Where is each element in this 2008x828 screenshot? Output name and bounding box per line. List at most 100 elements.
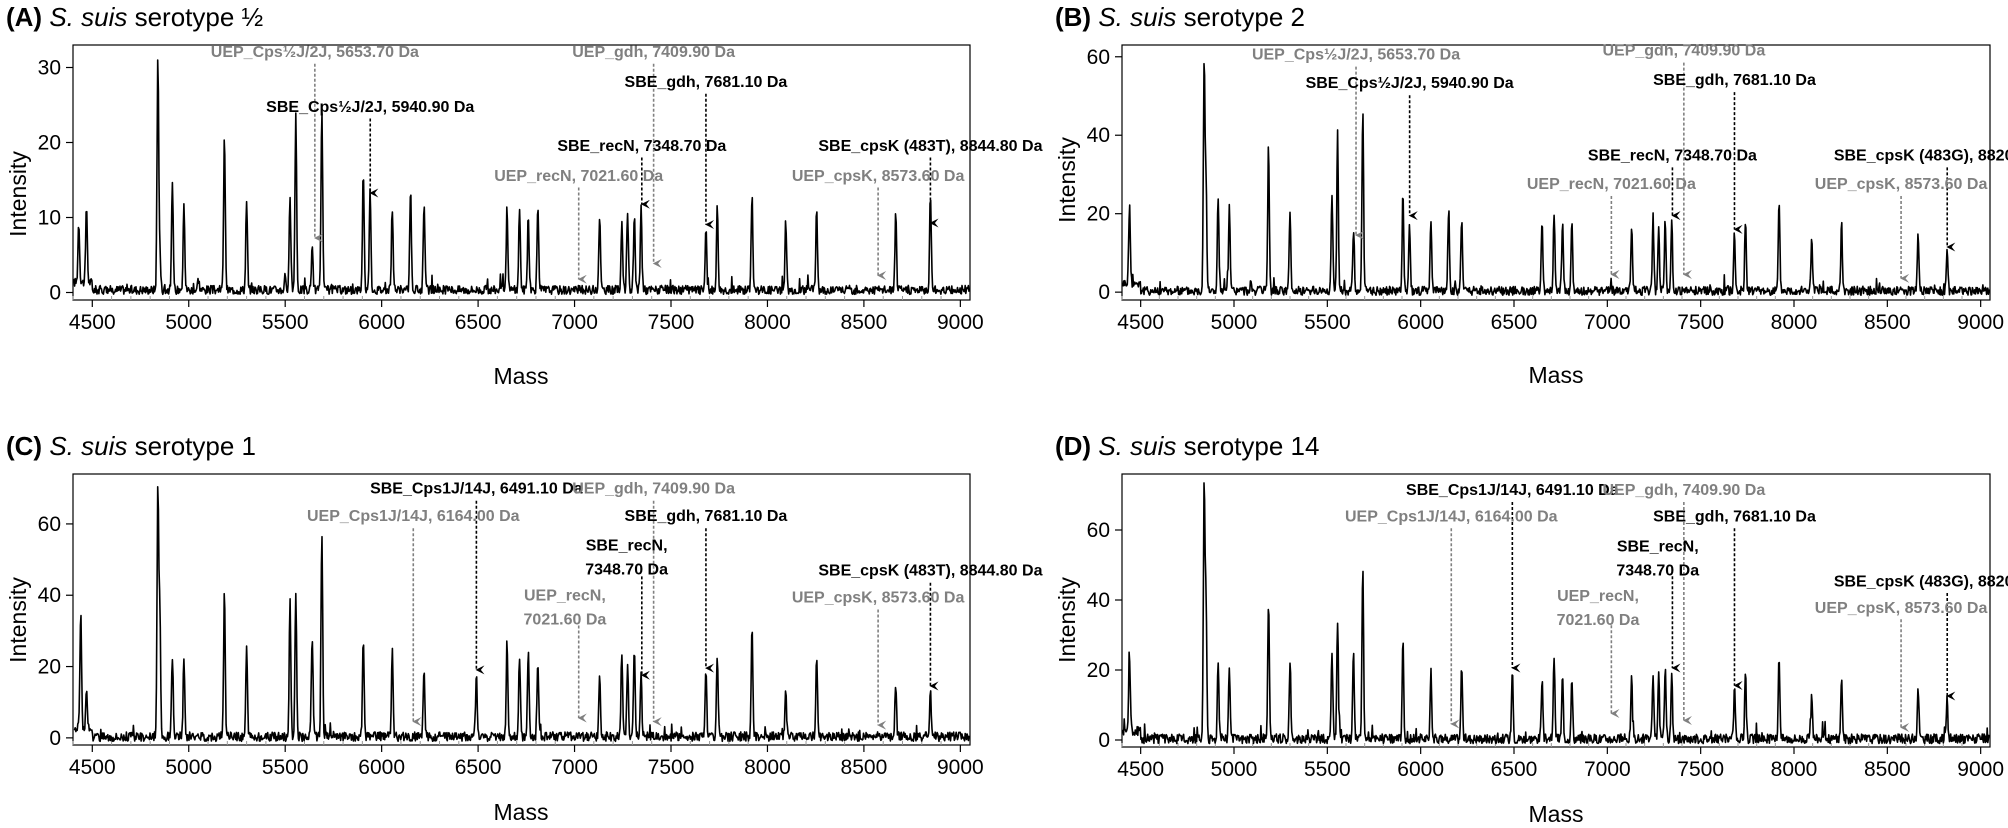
panel-a: (A) S. suis serotype ½ Intensity Mass 45…: [5, 2, 1043, 389]
panel-b-xtick-label: 5500: [1304, 311, 1351, 334]
panel-d-ytick-label: 60: [1087, 519, 1110, 542]
panel-c-letter: (C): [6, 431, 42, 461]
panel-a-plot-frame: [72, 44, 971, 301]
panel-d-ytick-label: 20: [1087, 659, 1110, 682]
panel-c-uep-label: 7021.60 Da: [524, 611, 607, 628]
panel-a-ytick-label: 30: [38, 57, 61, 80]
panel-c-ytick-label: 20: [38, 656, 61, 679]
panel-b-sbe-label: SBE_recN, 7348.70 Da: [1588, 147, 1757, 164]
panel-d-xlabel: Mass: [1529, 801, 1584, 827]
panel-b-xtick-label: 8000: [1771, 311, 1818, 334]
panel-c-title: (C) S. suis serotype 1: [6, 431, 256, 461]
panel-b-uep-label: UEP_recN, 7021.60 Da: [1527, 176, 1696, 193]
panel-a-sbe-label: SBE_Cps½J/2J, 5940.90 Da: [266, 99, 474, 116]
panel-a-xtick-label: 6500: [455, 311, 502, 334]
panel-c-sbe-label: 7348.70 Da: [585, 562, 668, 579]
panel-a-sbe-label: SBE_gdh, 7681.10 Da: [625, 74, 788, 91]
panel-d-ytick-label: 40: [1087, 589, 1110, 612]
panel-a-serotype: serotype ½: [135, 2, 264, 32]
panel-b-species: S. suis: [1098, 2, 1176, 32]
panel-d-sbe-label: SBE_cpsK (483G), 8820.80 Da: [1834, 574, 2008, 591]
panel-b-uep-label: UEP_cpsK, 8573.60 Da: [1815, 176, 1988, 193]
panel-a-uep-label: UEP_cpsK, 8573.60 Da: [792, 168, 965, 185]
panel-b-xtick-label: 7000: [1584, 311, 1631, 334]
panel-d-xtick-label: 6500: [1491, 758, 1538, 781]
panel-c-xtick-label: 6000: [358, 756, 405, 779]
panel-d-xtick-label: 5000: [1211, 758, 1258, 781]
panel-b-serotype: serotype 2: [1184, 2, 1305, 32]
panel-b-letter: (B): [1055, 2, 1091, 32]
panel-c-uep-label: UEP_recN,: [524, 588, 606, 605]
panel-b-ylabel: Intensity: [1054, 137, 1080, 223]
panel-c-xtick-label: 5500: [262, 756, 309, 779]
panel-a-xtick-label: 5000: [165, 311, 212, 334]
panel-c-spectrum-trace: [73, 485, 970, 743]
panel-a-ytick-label: 20: [38, 132, 61, 155]
panel-c-ytick-label: 60: [38, 513, 61, 536]
panel-a-sbe-label: SBE_recN, 7348.70 Da: [557, 138, 726, 155]
panel-c-sbe-label: SBE_recN,: [586, 538, 668, 555]
panel-a-xtick-label: 8500: [841, 311, 888, 334]
panel-c-xtick-label: 4500: [69, 756, 116, 779]
panel-c-xtick-label: 8000: [744, 756, 791, 779]
panel-c-xtick-label: 8500: [841, 756, 888, 779]
panel-b-xtick-label: 5000: [1211, 311, 1258, 334]
panel-d-xtick-label: 8500: [1864, 758, 1911, 781]
panel-d: (D) S. suis serotype 14 Intensity Mass 4…: [1054, 431, 2008, 827]
panel-a-ylabel: Intensity: [5, 151, 31, 237]
panel-d-uep-label: UEP_cpsK, 8573.60 Da: [1815, 600, 1988, 617]
panel-a-xtick-label: 5500: [262, 311, 309, 334]
panel-b-plot-frame: [1121, 44, 1991, 301]
panel-a-title: (A) S. suis serotype ½: [6, 2, 263, 32]
panel-c-xtick-label: 5000: [165, 756, 212, 779]
panel-a-uep-label: UEP_Cps½J/2J, 5653.70 Da: [211, 44, 419, 61]
panel-b-ytick-label: 20: [1087, 203, 1110, 226]
panel-a-xlabel: Mass: [494, 363, 549, 389]
panel-b-sbe-label: SBE_Cps½J/2J, 5940.90 Da: [1306, 75, 1514, 92]
panel-b-xtick-label: 6500: [1491, 311, 1538, 334]
panel-c-ylabel: Intensity: [5, 577, 31, 663]
panel-c-sbe-label: SBE_gdh, 7681.10 Da: [625, 508, 788, 525]
panel-a-ytick-label: 0: [49, 282, 61, 305]
panel-b-xtick-label: 6000: [1397, 311, 1444, 334]
panel-a-ytick-label: 10: [38, 207, 61, 230]
panel-c-plot-frame: [72, 473, 971, 746]
panel-a-xtick-label: 7500: [648, 311, 695, 334]
panel-d-uep-label: UEP_recN,: [1557, 588, 1639, 605]
panel-c-xtick-label: 7000: [551, 756, 598, 779]
panel-c-sbe-label: SBE_cpsK (483T), 8844.80 Da: [818, 563, 1042, 580]
panel-b-sbe-label: SBE_gdh, 7681.10 Da: [1653, 72, 1816, 89]
panel-d-xtick-label: 5500: [1304, 758, 1351, 781]
panel-d-ytick-label: 0: [1098, 729, 1110, 752]
panel-d-xtick-label: 8000: [1771, 758, 1818, 781]
panel-b-xtick-label: 4500: [1117, 311, 1164, 334]
panel-b-uep-label: UEP_gdh, 7409.90 Da: [1602, 43, 1765, 60]
panel-c-uep-label: UEP_cpsK, 8573.60 Da: [792, 589, 965, 606]
panel-b-xlabel: Mass: [1529, 362, 1584, 388]
panel-d-uep-label: UEP_gdh, 7409.90 Da: [1602, 482, 1765, 499]
panel-b-ytick-label: 40: [1087, 124, 1110, 147]
panel-b-xtick-label: 8500: [1864, 311, 1911, 334]
panel-b-spectrum-trace: [1122, 62, 1990, 297]
panel-b-sbe-label: SBE_cpsK (483G), 8820.80 Da: [1834, 147, 2008, 164]
panel-a-uep-label: UEP_recN, 7021.60 Da: [494, 168, 663, 185]
panel-d-uep-label: 7021.60 Da: [1557, 612, 1640, 629]
panel-b-ytick-label: 0: [1098, 281, 1110, 304]
panel-d-uep-label: UEP_Cps1J/14J, 6164.00 Da: [1345, 508, 1558, 525]
panel-a-xtick-label: 6000: [358, 311, 405, 334]
panel-d-title: (D) S. suis serotype 14: [1055, 431, 1319, 461]
panel-d-serotype: serotype 14: [1184, 431, 1320, 461]
panel-a-sbe-label: SBE_cpsK (483T), 8844.80 Da: [818, 138, 1042, 155]
panel-d-letter: (D): [1055, 431, 1091, 461]
panel-a-uep-label: UEP_gdh, 7409.90 Da: [572, 44, 735, 61]
panel-d-plot-frame: [1121, 473, 1991, 748]
panel-d-xtick-label: 6000: [1397, 758, 1444, 781]
panel-b-ytick-label: 60: [1087, 46, 1110, 69]
panel-d-spectrum-trace: [1122, 482, 1990, 745]
panel-c-xtick-label: 9000: [937, 756, 984, 779]
panel-b-xtick-label: 7500: [1677, 311, 1724, 334]
panel-d-xtick-label: 7500: [1677, 758, 1724, 781]
panel-c-xlabel: Mass: [494, 799, 549, 825]
panel-a-spectrum-trace: [73, 59, 970, 296]
